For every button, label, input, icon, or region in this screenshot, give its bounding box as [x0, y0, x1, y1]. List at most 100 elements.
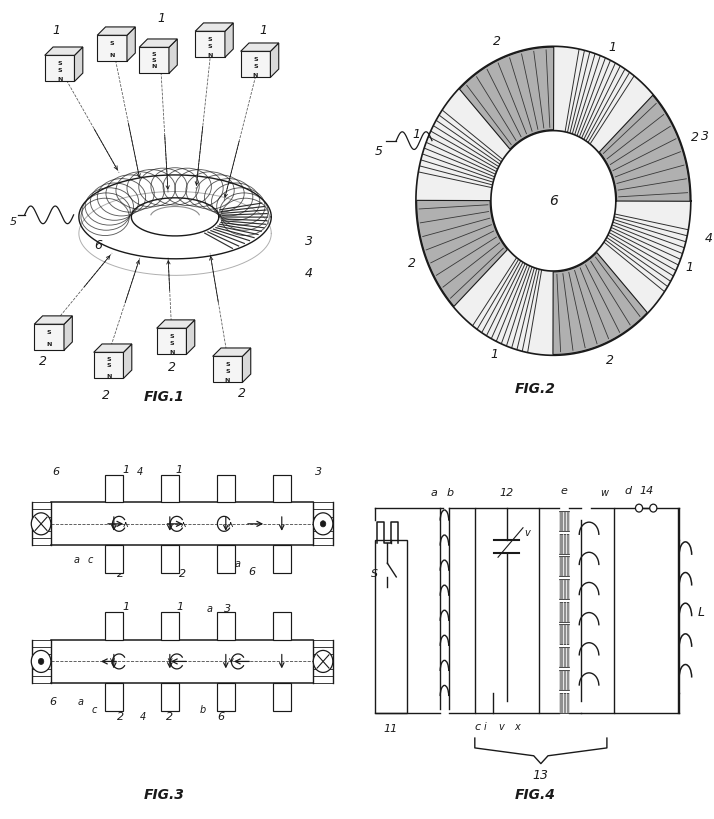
- Text: S: S: [208, 43, 212, 49]
- Text: 2: 2: [493, 35, 501, 48]
- Text: c: c: [475, 722, 481, 732]
- Polygon shape: [213, 356, 243, 382]
- Polygon shape: [213, 348, 251, 356]
- Polygon shape: [460, 48, 554, 149]
- Text: S: S: [110, 41, 114, 46]
- Text: a: a: [74, 555, 80, 565]
- Polygon shape: [195, 31, 225, 57]
- Polygon shape: [45, 47, 83, 56]
- Text: c: c: [164, 559, 170, 569]
- Text: S: S: [47, 330, 51, 335]
- Text: 1: 1: [123, 602, 130, 613]
- Circle shape: [635, 505, 643, 512]
- Text: S: S: [106, 363, 111, 368]
- Text: 4: 4: [305, 267, 313, 280]
- Text: 1: 1: [608, 41, 616, 54]
- Text: 2: 2: [408, 257, 416, 270]
- Bar: [161, 613, 178, 640]
- Polygon shape: [139, 39, 177, 48]
- Text: 4: 4: [140, 713, 146, 722]
- Bar: [614, 508, 678, 713]
- Bar: [558, 624, 570, 645]
- Text: S: S: [253, 57, 258, 62]
- Polygon shape: [34, 316, 72, 324]
- Polygon shape: [94, 344, 132, 352]
- Polygon shape: [94, 352, 124, 378]
- Bar: [105, 613, 123, 640]
- Bar: [558, 533, 570, 554]
- Text: 3: 3: [224, 604, 231, 614]
- Text: 3: 3: [315, 467, 322, 477]
- Bar: [161, 475, 178, 502]
- Bar: [161, 683, 178, 711]
- Text: 6: 6: [217, 713, 224, 722]
- Polygon shape: [34, 324, 64, 351]
- Polygon shape: [45, 56, 74, 81]
- Text: x: x: [514, 722, 520, 732]
- Text: d: d: [625, 486, 632, 496]
- Text: v: v: [498, 722, 504, 732]
- Circle shape: [39, 658, 44, 664]
- Text: a: a: [77, 697, 83, 707]
- Text: i: i: [484, 722, 486, 732]
- Text: 1: 1: [158, 12, 166, 25]
- Text: S: S: [169, 341, 174, 346]
- Text: L: L: [698, 606, 705, 619]
- Text: 6: 6: [49, 697, 56, 707]
- Bar: [217, 613, 235, 640]
- Bar: [558, 556, 570, 577]
- Text: c: c: [88, 555, 93, 565]
- Text: 1: 1: [259, 25, 267, 38]
- Text: 1: 1: [53, 25, 61, 38]
- Text: 4: 4: [705, 233, 713, 246]
- Text: S: S: [152, 58, 156, 63]
- Bar: [558, 670, 570, 690]
- Bar: [105, 545, 123, 573]
- Circle shape: [313, 650, 333, 672]
- Text: 6: 6: [94, 239, 103, 252]
- Text: 13: 13: [533, 769, 549, 782]
- Text: 6: 6: [248, 567, 256, 577]
- Text: S: S: [208, 37, 212, 42]
- Bar: [217, 475, 235, 502]
- Bar: [273, 545, 291, 573]
- Text: a: a: [430, 488, 437, 498]
- Text: N: N: [225, 378, 230, 383]
- Text: 1: 1: [686, 260, 694, 274]
- Polygon shape: [225, 23, 233, 57]
- Text: v: v: [525, 527, 531, 537]
- Text: N: N: [151, 64, 157, 69]
- Bar: [558, 579, 570, 599]
- Text: N: N: [109, 53, 115, 58]
- Circle shape: [31, 513, 51, 535]
- Text: FIG.2: FIG.2: [515, 382, 556, 396]
- Circle shape: [31, 650, 51, 672]
- Bar: [105, 683, 123, 711]
- Text: S: S: [106, 357, 111, 362]
- Text: FIG.3: FIG.3: [144, 788, 185, 802]
- Text: b: b: [114, 616, 120, 626]
- Text: 1: 1: [175, 464, 182, 475]
- Polygon shape: [139, 48, 169, 74]
- Bar: [558, 647, 570, 667]
- Text: b: b: [170, 478, 176, 488]
- Polygon shape: [97, 35, 127, 61]
- Bar: [475, 508, 539, 713]
- Text: FIG.4: FIG.4: [515, 788, 556, 802]
- Text: N: N: [46, 342, 52, 347]
- Bar: [558, 511, 570, 531]
- Text: b: b: [446, 488, 453, 498]
- Text: 1: 1: [123, 464, 130, 475]
- Bar: [273, 475, 291, 502]
- Text: S: S: [253, 64, 258, 69]
- Text: 2: 2: [691, 131, 699, 144]
- Polygon shape: [271, 43, 278, 78]
- Polygon shape: [195, 23, 233, 31]
- Text: S: S: [225, 369, 230, 374]
- Polygon shape: [417, 201, 508, 306]
- Text: S: S: [57, 61, 62, 66]
- Circle shape: [650, 505, 657, 512]
- Text: 2: 2: [39, 355, 46, 369]
- Polygon shape: [64, 316, 72, 351]
- Text: 12: 12: [500, 488, 514, 498]
